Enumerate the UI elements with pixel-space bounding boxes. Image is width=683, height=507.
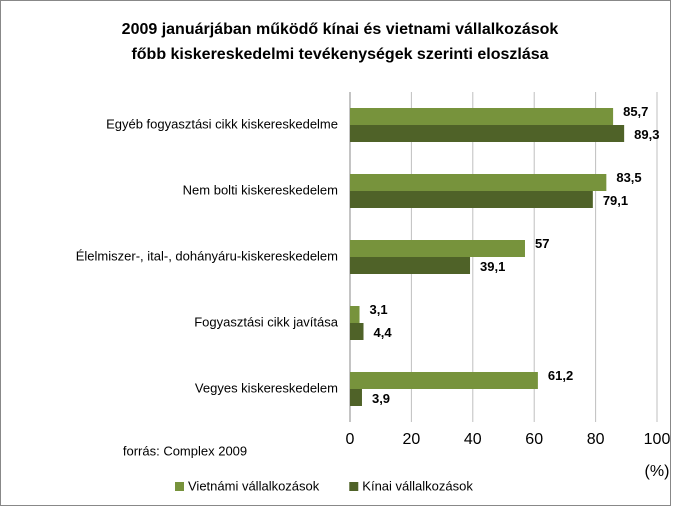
bar [350, 174, 607, 191]
x-tick-label: 40 [464, 431, 482, 448]
bar [350, 306, 360, 323]
chart-title: 2009 januárjában működő kínai és vietnam… [122, 21, 559, 38]
bar [350, 108, 614, 125]
bar [350, 125, 625, 142]
data-label: 4,4 [374, 325, 393, 340]
data-label: 85,7 [623, 104, 648, 119]
bar [350, 389, 362, 406]
data-label: 89,3 [634, 127, 659, 142]
y-tick-label: Nem bolti kiskereskedelem [183, 182, 338, 197]
bar [350, 257, 471, 274]
x-tick-label: 20 [403, 431, 421, 448]
x-tick-label: 60 [525, 431, 543, 448]
y-tick-label: Vegyes kiskereskedelem [195, 380, 338, 395]
data-label: 39,1 [480, 259, 505, 274]
data-label: 57 [535, 236, 549, 251]
source: forrás: Complex 2009 [123, 443, 247, 458]
y-tick-label: Fogyasztási cikk javítása [194, 314, 339, 329]
legend-swatch [175, 482, 184, 491]
x-axis-label: (%) [645, 463, 670, 480]
x-tick-label: 0 [346, 431, 355, 448]
data-label: 83,5 [616, 170, 641, 185]
data-label: 3,1 [370, 302, 388, 317]
bar [350, 372, 538, 389]
bar [350, 240, 525, 257]
x-tick-label: 100 [644, 431, 671, 448]
data-label: 61,2 [548, 368, 573, 383]
bar [350, 191, 593, 208]
chart-title: főbb kiskereskedelmi tevékenységek szeri… [131, 46, 548, 63]
y-tick-label: Élelmiszer-, ital-, dohányáru-kiskereske… [76, 248, 338, 263]
data-label: 3,9 [372, 391, 390, 406]
legend-label: Kínai vállalkozások [362, 478, 473, 493]
data-label: 79,1 [603, 193, 628, 208]
bar [350, 323, 364, 340]
y-tick-label: Egyéb fogyasztási cikk kiskereskedelme [106, 116, 338, 131]
legend-label: Vietnámi vállalkozások [188, 478, 320, 493]
x-tick-label: 80 [587, 431, 605, 448]
legend-swatch [349, 482, 359, 491]
